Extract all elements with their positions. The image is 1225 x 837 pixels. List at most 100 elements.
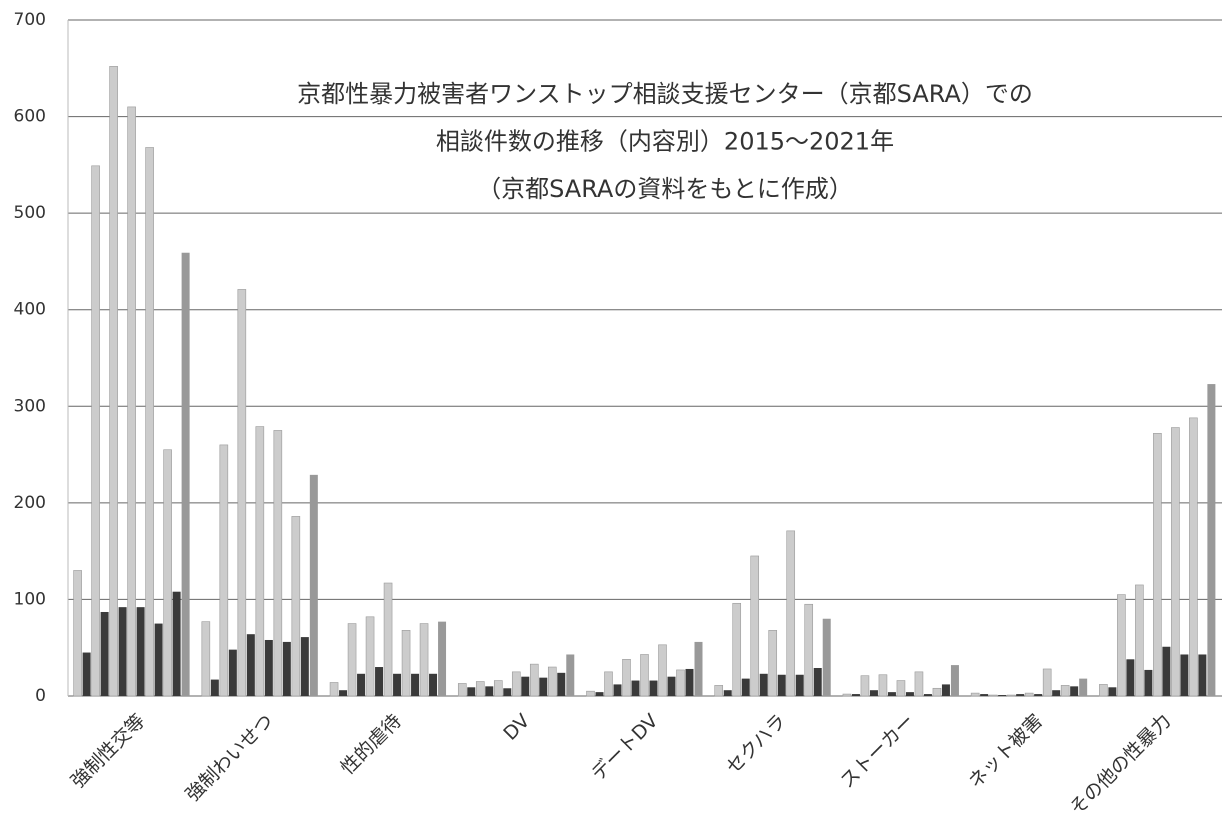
bar bbox=[347, 623, 357, 697]
bar bbox=[1079, 678, 1088, 696]
bar bbox=[383, 582, 393, 697]
chart-title: （京都SARAの資料をもとに作成） bbox=[477, 175, 853, 203]
bar bbox=[998, 695, 1007, 696]
bar bbox=[631, 680, 640, 696]
bar bbox=[1144, 669, 1153, 696]
bar bbox=[237, 289, 247, 697]
y-tick-label: 300 bbox=[14, 396, 46, 416]
bar bbox=[273, 430, 283, 697]
bar bbox=[246, 634, 255, 696]
bar bbox=[1024, 692, 1034, 697]
bar bbox=[1117, 594, 1126, 697]
bar bbox=[1207, 384, 1216, 696]
bar bbox=[768, 630, 778, 697]
bar bbox=[896, 680, 906, 697]
bar bbox=[914, 671, 924, 697]
bar bbox=[795, 674, 804, 696]
bar bbox=[851, 694, 860, 696]
bar bbox=[1060, 685, 1070, 697]
bar bbox=[1042, 668, 1052, 697]
bar bbox=[1198, 654, 1207, 696]
y-tick-label: 700 bbox=[14, 10, 46, 30]
bar bbox=[723, 690, 732, 696]
bar bbox=[905, 692, 914, 696]
bar bbox=[1162, 646, 1171, 696]
bar bbox=[750, 555, 760, 697]
bar bbox=[181, 252, 190, 697]
bar bbox=[475, 681, 485, 697]
bar bbox=[988, 694, 998, 697]
y-tick-label: 100 bbox=[14, 589, 46, 609]
bar bbox=[1052, 690, 1061, 696]
bar bbox=[1180, 654, 1189, 696]
bar bbox=[786, 530, 796, 697]
bar bbox=[467, 687, 476, 696]
bar bbox=[557, 672, 566, 696]
bar bbox=[804, 603, 814, 697]
bar bbox=[419, 623, 429, 697]
bar bbox=[640, 654, 649, 697]
bar bbox=[1153, 433, 1162, 697]
bar bbox=[539, 677, 548, 696]
bar bbox=[595, 692, 604, 696]
bar bbox=[457, 683, 467, 697]
bar bbox=[357, 673, 366, 696]
bar bbox=[1006, 694, 1016, 697]
bar bbox=[109, 66, 118, 697]
bar bbox=[622, 659, 631, 697]
x-tick-label: DV bbox=[499, 710, 534, 745]
bar bbox=[1108, 687, 1117, 696]
bar bbox=[586, 690, 595, 697]
bar bbox=[604, 671, 613, 697]
bar bbox=[923, 694, 932, 696]
bar bbox=[842, 693, 852, 697]
bar bbox=[438, 621, 447, 696]
bar bbox=[685, 668, 694, 696]
bar bbox=[163, 449, 172, 697]
x-tick-label: 強制性交等 bbox=[67, 710, 150, 793]
bar bbox=[714, 685, 724, 697]
bar bbox=[741, 678, 750, 696]
bar bbox=[291, 516, 301, 697]
bar bbox=[503, 688, 512, 696]
bar bbox=[493, 680, 503, 697]
bar bbox=[822, 618, 831, 696]
bar bbox=[813, 667, 822, 696]
bar bbox=[1034, 694, 1043, 696]
x-tick-label: ネット被害 bbox=[964, 710, 1047, 793]
bar bbox=[393, 673, 402, 696]
bar bbox=[300, 637, 309, 696]
bar bbox=[145, 147, 154, 697]
bar bbox=[566, 654, 575, 696]
bar bbox=[980, 694, 989, 696]
bar bbox=[950, 665, 959, 696]
y-tick-label: 600 bbox=[14, 107, 46, 127]
bar bbox=[649, 680, 658, 696]
x-tick-label: 強制わいせつ bbox=[182, 710, 278, 806]
y-tick-label: 0 bbox=[35, 686, 46, 706]
chart-title: 相談件数の推移（内容別）2015〜2021年 bbox=[436, 128, 894, 156]
bar bbox=[676, 669, 685, 697]
bar bbox=[100, 611, 109, 696]
y-tick-label: 200 bbox=[14, 493, 46, 513]
bar bbox=[1189, 417, 1198, 697]
bar bbox=[613, 684, 622, 696]
bar bbox=[309, 474, 318, 696]
bar bbox=[860, 675, 870, 697]
bar bbox=[91, 165, 100, 697]
bar bbox=[339, 690, 348, 696]
bar bbox=[667, 676, 676, 696]
bar bbox=[136, 607, 145, 696]
bar bbox=[219, 444, 229, 697]
bar bbox=[511, 671, 521, 697]
chart-title: 京都性暴力被害者ワンストップ相談支援センター（京都SARA）での bbox=[297, 80, 1033, 108]
bar bbox=[1099, 684, 1108, 697]
x-tick-label: ストーカー bbox=[836, 710, 919, 793]
bar bbox=[941, 684, 950, 696]
bar bbox=[429, 673, 438, 696]
bar bbox=[82, 652, 91, 696]
bar bbox=[365, 616, 375, 697]
bar bbox=[1171, 427, 1180, 697]
bar bbox=[411, 673, 420, 696]
x-tick-label: その他の性暴力 bbox=[1066, 710, 1176, 820]
